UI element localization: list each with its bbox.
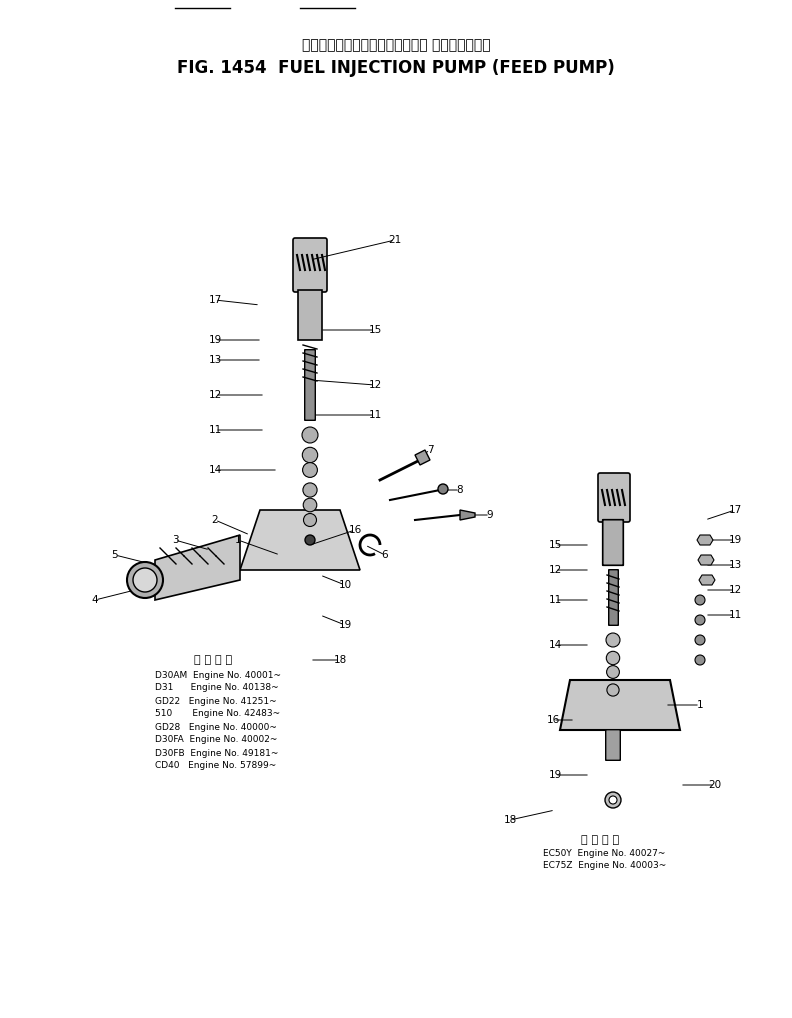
- Circle shape: [305, 535, 315, 545]
- FancyBboxPatch shape: [305, 350, 315, 420]
- Text: 19: 19: [338, 620, 352, 630]
- Circle shape: [695, 635, 705, 645]
- Text: 11: 11: [729, 610, 741, 620]
- Circle shape: [303, 498, 317, 512]
- Text: 19: 19: [548, 770, 562, 780]
- Circle shape: [302, 427, 318, 443]
- Circle shape: [133, 568, 157, 592]
- Circle shape: [609, 796, 617, 804]
- Text: D30FB  Engine No. 49181~: D30FB Engine No. 49181~: [155, 748, 278, 757]
- Text: D31      Engine No. 40138~: D31 Engine No. 40138~: [155, 683, 279, 692]
- Text: 11: 11: [208, 425, 222, 435]
- Polygon shape: [699, 575, 715, 585]
- Text: FIG. 1454  FUEL INJECTION PUMP (FEED PUMP): FIG. 1454 FUEL INJECTION PUMP (FEED PUMP…: [177, 59, 615, 77]
- Text: 14: 14: [208, 465, 222, 475]
- Text: 21: 21: [388, 235, 402, 245]
- FancyBboxPatch shape: [293, 238, 327, 292]
- Text: 15: 15: [548, 540, 562, 550]
- Text: 13: 13: [208, 355, 222, 365]
- FancyBboxPatch shape: [598, 473, 630, 522]
- Polygon shape: [415, 450, 430, 465]
- Polygon shape: [560, 680, 680, 730]
- FancyBboxPatch shape: [606, 730, 620, 760]
- Text: 18: 18: [333, 655, 347, 665]
- Text: D30AM  Engine No. 40001~: D30AM Engine No. 40001~: [155, 671, 281, 679]
- Text: 12: 12: [208, 390, 222, 400]
- Text: EC50Y  Engine No. 40027~: EC50Y Engine No. 40027~: [543, 848, 665, 857]
- Text: 3: 3: [172, 535, 178, 545]
- Circle shape: [695, 595, 705, 605]
- Circle shape: [438, 484, 448, 494]
- Text: 適 用 引 範: 適 用 引 範: [194, 655, 232, 665]
- Text: 19: 19: [729, 535, 741, 545]
- Text: 10: 10: [338, 580, 352, 590]
- Text: 14: 14: [548, 640, 562, 651]
- Text: CD40   Engine No. 57899~: CD40 Engine No. 57899~: [155, 761, 276, 771]
- Text: 適 用 引 範: 適 用 引 範: [581, 835, 619, 845]
- Text: EC75Z  Engine No. 40003~: EC75Z Engine No. 40003~: [543, 861, 666, 870]
- Text: D30FA  Engine No. 40002~: D30FA Engine No. 40002~: [155, 735, 277, 744]
- Circle shape: [695, 655, 705, 665]
- Text: 2: 2: [211, 515, 219, 525]
- Text: 18: 18: [504, 815, 516, 825]
- Circle shape: [127, 562, 163, 598]
- Text: 17: 17: [208, 295, 222, 305]
- Text: 5: 5: [112, 550, 118, 560]
- Text: 4: 4: [92, 595, 98, 605]
- Text: 16: 16: [546, 715, 560, 725]
- Text: 1: 1: [234, 535, 242, 545]
- FancyBboxPatch shape: [609, 570, 619, 625]
- Circle shape: [303, 513, 317, 526]
- Text: 1: 1: [697, 700, 703, 710]
- Text: 510       Engine No. 42483~: 510 Engine No. 42483~: [155, 710, 280, 719]
- Circle shape: [303, 462, 318, 477]
- Circle shape: [695, 615, 705, 625]
- Text: 12: 12: [548, 565, 562, 575]
- Text: GD28   Engine No. 40000~: GD28 Engine No. 40000~: [155, 723, 277, 732]
- Text: 11: 11: [548, 595, 562, 605]
- Text: 6: 6: [382, 550, 388, 560]
- Circle shape: [605, 792, 621, 808]
- FancyBboxPatch shape: [298, 290, 322, 340]
- Circle shape: [607, 684, 619, 696]
- Text: 11: 11: [368, 410, 382, 420]
- Text: 19: 19: [208, 335, 222, 345]
- Polygon shape: [697, 535, 713, 545]
- Text: 9: 9: [487, 510, 493, 520]
- Text: 7: 7: [427, 445, 433, 455]
- Text: 8: 8: [457, 485, 463, 495]
- Circle shape: [606, 633, 620, 647]
- Polygon shape: [460, 510, 475, 520]
- Text: 16: 16: [348, 525, 362, 535]
- Polygon shape: [155, 535, 240, 600]
- Circle shape: [607, 666, 619, 678]
- Text: フぇエルインジェクションポンプ フィードポンプ: フぇエルインジェクションポンプ フィードポンプ: [302, 38, 490, 52]
- Circle shape: [303, 447, 318, 463]
- Circle shape: [303, 483, 317, 497]
- Text: 13: 13: [729, 560, 741, 570]
- Circle shape: [607, 652, 619, 665]
- Polygon shape: [698, 555, 714, 565]
- Text: 15: 15: [368, 325, 382, 335]
- Polygon shape: [240, 510, 360, 570]
- Text: GD22   Engine No. 41251~: GD22 Engine No. 41251~: [155, 696, 276, 705]
- FancyBboxPatch shape: [603, 520, 623, 565]
- Text: 20: 20: [708, 780, 722, 790]
- Text: 17: 17: [729, 505, 741, 515]
- Text: 12: 12: [729, 585, 741, 595]
- Text: 12: 12: [368, 380, 382, 390]
